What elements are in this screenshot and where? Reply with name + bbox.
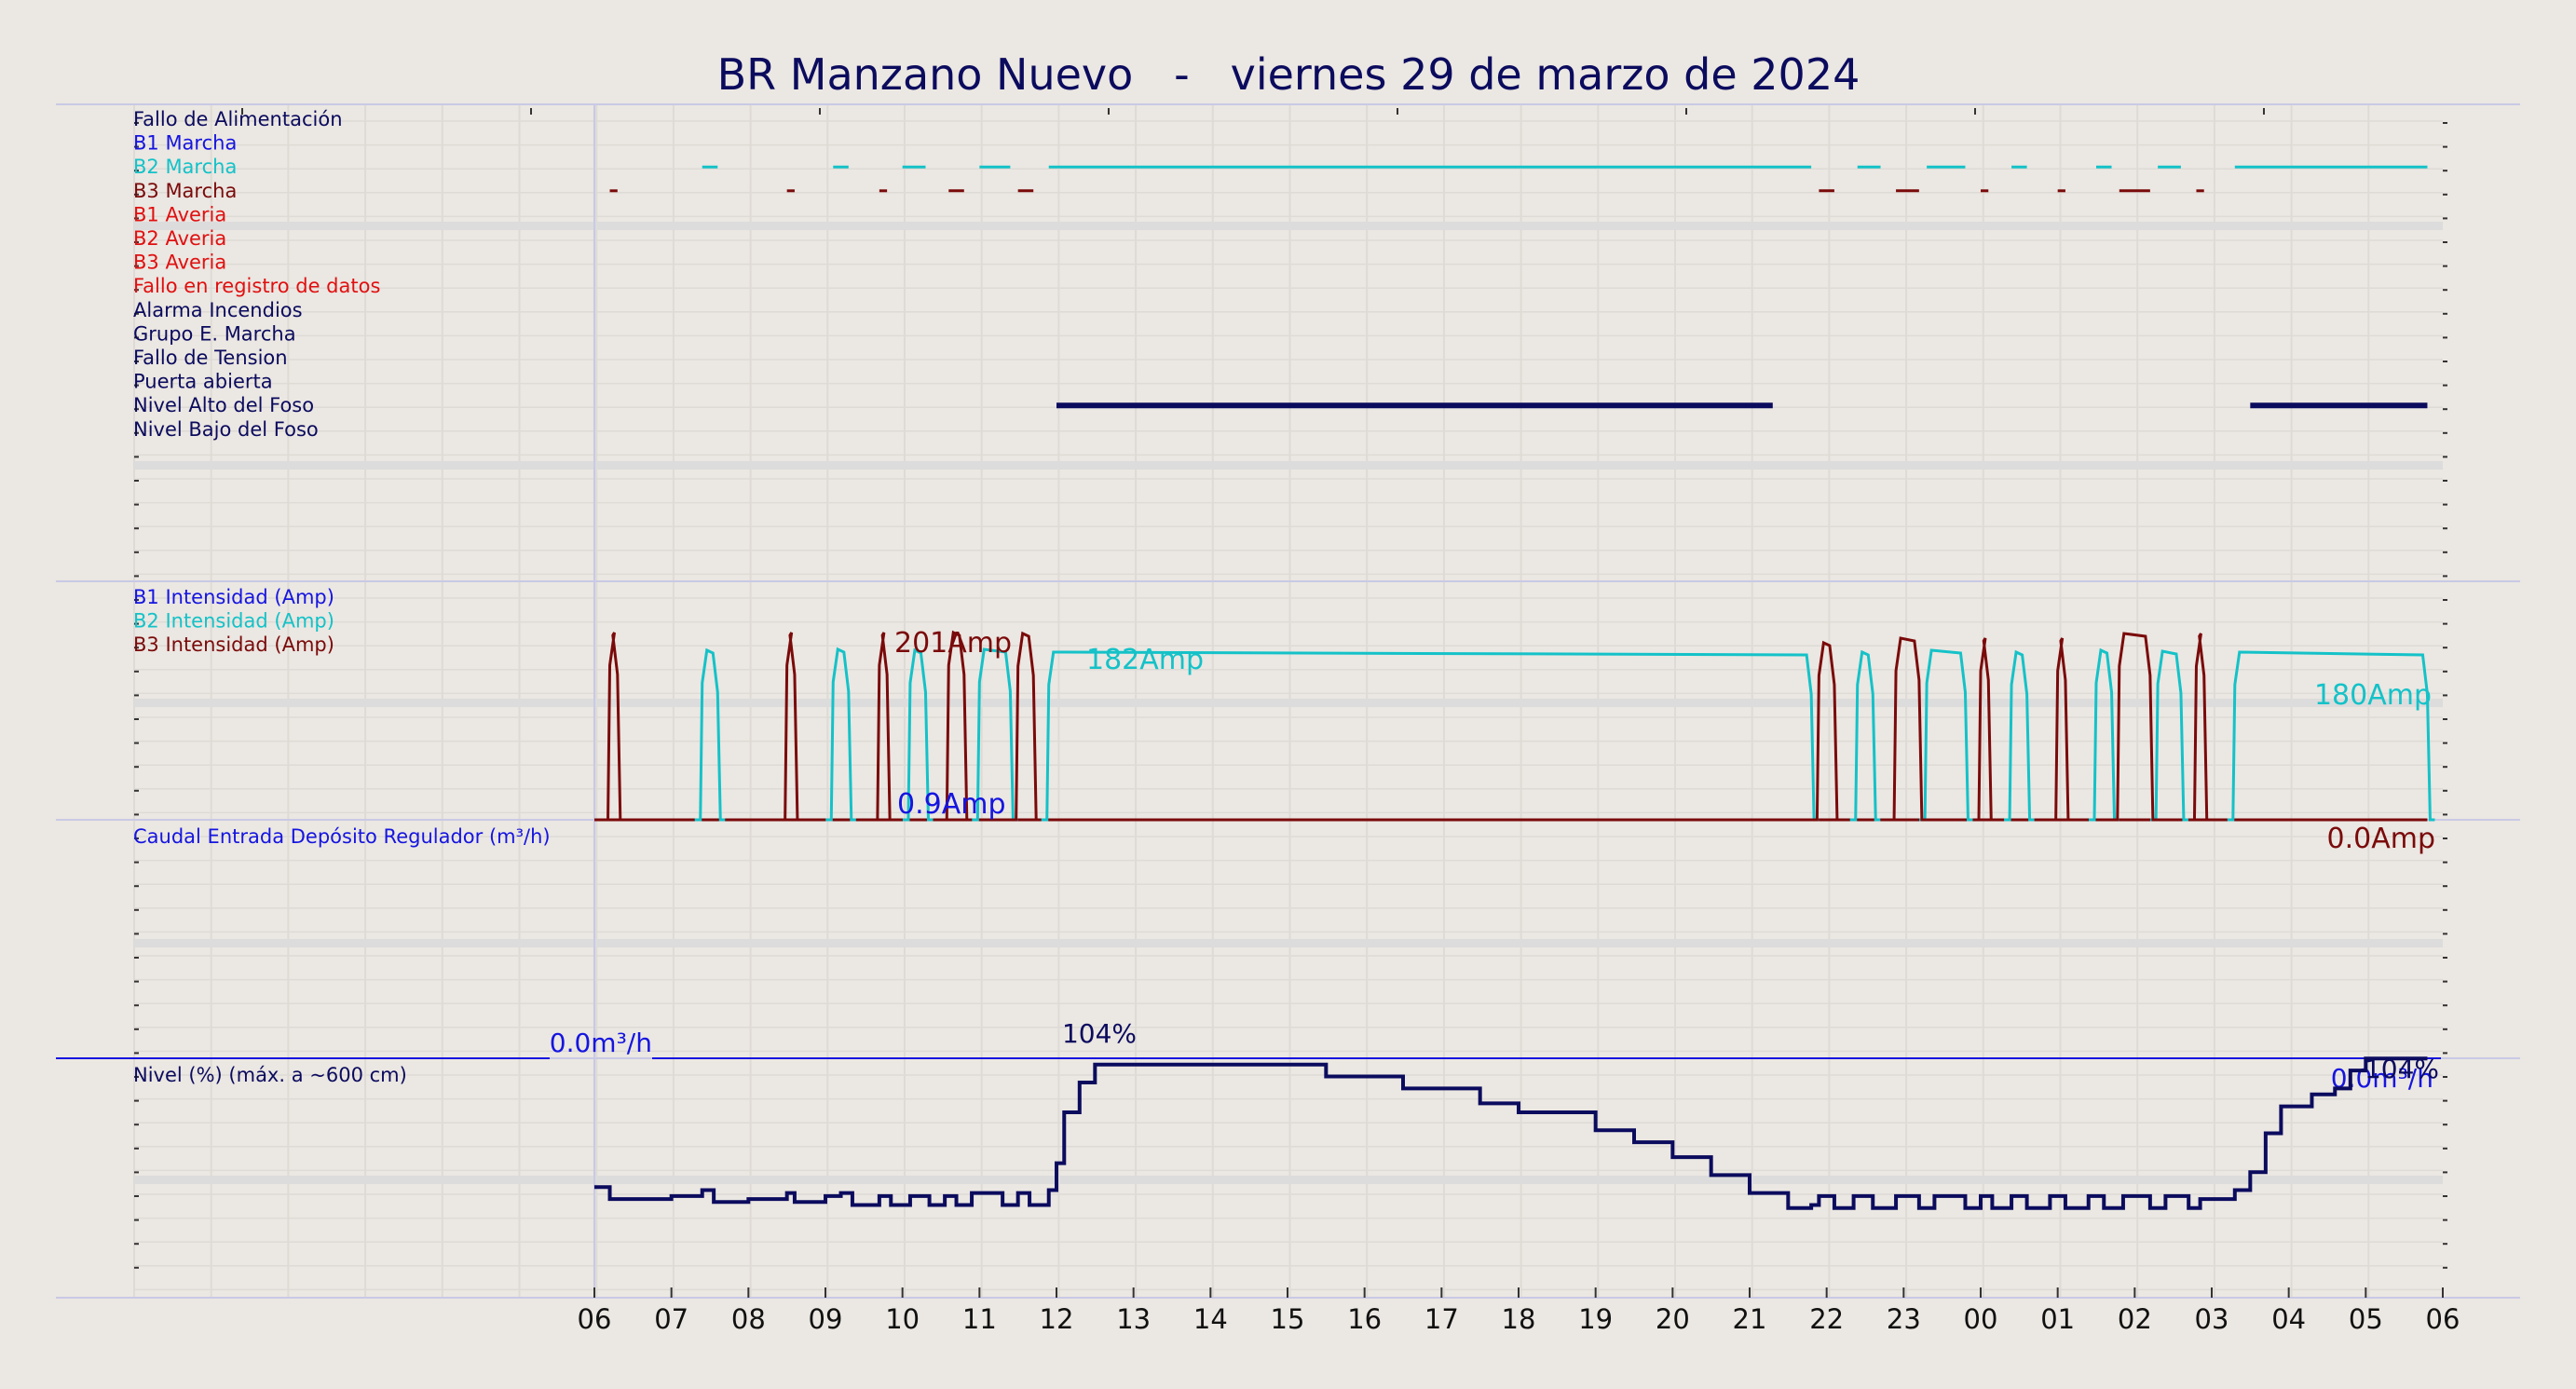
x-tick-label: 06 — [2426, 1303, 2460, 1335]
x-tick-label: 20 — [1656, 1303, 1690, 1335]
x-tick-label: 01 — [2040, 1303, 2075, 1335]
current-annotation: 0.9Amp — [897, 788, 1006, 821]
x-tick-label: 21 — [1733, 1303, 1767, 1335]
status-label: Puerta abierta — [133, 371, 273, 393]
grid-band — [134, 461, 2443, 470]
status-label: B1 Marcha — [133, 132, 237, 155]
x-tick-label: 02 — [2118, 1303, 2152, 1335]
status-label: B3 Averia — [133, 252, 226, 274]
x-tick-label: 14 — [1193, 1303, 1228, 1335]
grid — [133, 104, 2443, 1298]
current-panel: B1 Intensidad (Amp)B2 Intensidad (Amp)B3… — [133, 586, 2435, 855]
x-tick-label: 03 — [2195, 1303, 2229, 1335]
current-legend-item: B1 Intensidad (Amp) — [133, 586, 334, 608]
status-label: B2 Averia — [133, 227, 226, 250]
x-tick-label: 09 — [809, 1303, 843, 1335]
current-annotation: 182Amp — [1086, 644, 1204, 676]
status-label: Fallo de Alimentación — [133, 108, 343, 130]
b2-current-series — [694, 647, 2435, 822]
x-tick-label: 04 — [2271, 1303, 2306, 1335]
x-tick-label: 23 — [1887, 1303, 1921, 1335]
x-tick-label: 19 — [1578, 1303, 1613, 1335]
current-annotation: 0.0Amp — [2327, 823, 2436, 855]
chart-title: BR Manzano Nuevo - viernes 29 de marzo d… — [717, 49, 1860, 100]
x-tick-label: 00 — [1964, 1303, 1998, 1335]
grid-band — [134, 699, 2443, 707]
status-label: Fallo de Tension — [133, 347, 288, 369]
status-label: B3 Marcha — [133, 180, 237, 202]
x-tick-label: 08 — [731, 1303, 766, 1335]
status-label: Grupo E. Marcha — [133, 322, 296, 345]
status-label: B1 Averia — [133, 203, 226, 225]
grid-band — [134, 1176, 2443, 1184]
level-label: Nivel (%) (máx. a ~600 cm) — [133, 1064, 407, 1086]
status-label: B2 Marcha — [133, 156, 237, 178]
status-label: Nivel Alto del Foso — [133, 394, 314, 416]
x-tick-label: 15 — [1271, 1303, 1305, 1335]
grid-band — [134, 222, 2443, 230]
x-tick-label: 12 — [1040, 1303, 1074, 1335]
status-label: Fallo en registro de datos — [133, 275, 380, 297]
x-tick-label: 17 — [1424, 1303, 1459, 1335]
b3-current-series — [602, 630, 2212, 822]
x-tick-label: 13 — [1116, 1303, 1151, 1335]
x-tick-label: 10 — [885, 1303, 920, 1335]
x-tick-label: 16 — [1347, 1303, 1382, 1335]
flow-label: Caudal Entrada Depósito Regulador (m³/h) — [133, 825, 551, 848]
level-annotation: 104% — [1062, 1018, 1137, 1049]
current-legend-item: B2 Intensidad (Amp) — [133, 610, 334, 633]
level-series — [594, 1056, 2428, 1210]
current-legend-item: B3 Intensidad (Amp) — [133, 633, 334, 656]
grid-band — [134, 939, 2443, 947]
status-label: Alarma Incendios — [133, 299, 303, 321]
x-axis: 06 07 08 09 10 11 12 13 14 15 16 17 18 19 20 21 22 23 00 01… — [578, 1287, 2460, 1335]
flow-annotation: 0.0m³/h — [550, 1028, 652, 1058]
x-tick-label: 05 — [2349, 1303, 2383, 1335]
x-tick-label: 06 — [578, 1303, 612, 1335]
current-annotation: 201Amp — [894, 627, 1012, 660]
flow-panel: Caudal Entrada Depósito Regulador (m³/h)… — [56, 825, 2441, 1094]
current-annotation: 180Amp — [2314, 679, 2432, 712]
level-annotation: 104% — [2365, 1054, 2439, 1084]
x-tick-label: 22 — [1809, 1303, 1844, 1335]
level-panel: Nivel (%) (máx. a ~600 cm) 104% 104% — [133, 1018, 2439, 1210]
status-label: Nivel Bajo del Foso — [133, 418, 319, 441]
x-tick-label: 11 — [962, 1303, 997, 1335]
x-tick-label: 18 — [1502, 1303, 1536, 1335]
x-tick-label: 07 — [654, 1303, 688, 1335]
